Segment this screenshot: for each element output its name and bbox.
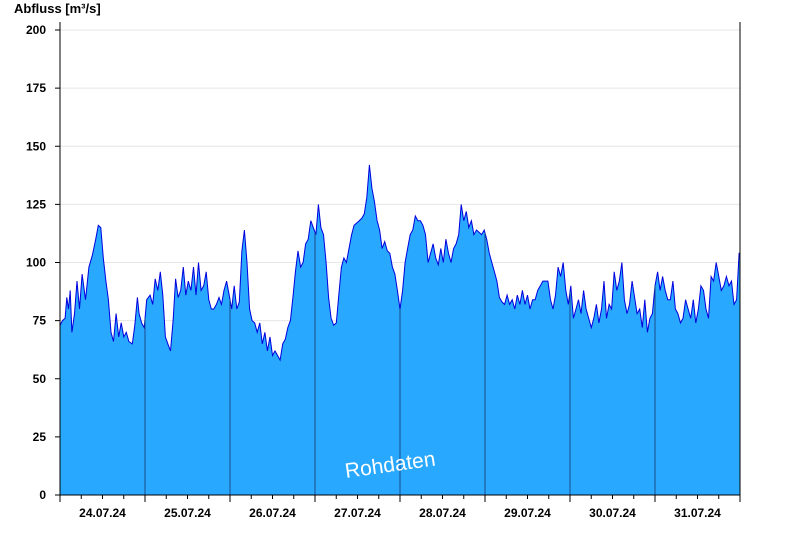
y-axis-label: Abfluss [m³/s]: [14, 1, 101, 16]
x-tick-label: 31.07.24: [674, 506, 721, 520]
y-tick-label: 75: [33, 314, 47, 328]
day-separators: [144, 232, 656, 495]
y-tick-label: 200: [26, 23, 46, 37]
x-tick-label: 27.07.24: [334, 506, 381, 520]
y-tick-label: 125: [26, 197, 46, 211]
x-tick-label: 26.07.24: [249, 506, 296, 520]
y-axis-ticks: 0 25 50 75 100 125 150 175 200: [26, 23, 60, 502]
x-tick-label: 28.07.24: [419, 506, 466, 520]
y-tick-label: 50: [33, 372, 47, 386]
series-line: [59, 164, 740, 362]
x-tick-label: 24.07.24: [79, 506, 126, 520]
x-axis-ticks: 24.07.24 25.07.24 26.07.24 27.07.24 28.07.24…: [59, 495, 741, 520]
y-tick-label: 0: [39, 488, 46, 502]
y-tick-label: 150: [26, 139, 46, 153]
x-tick-label: 25.07.24: [164, 506, 211, 520]
y-tick-label: 100: [26, 256, 46, 270]
x-tick-label: 29.07.24: [504, 506, 551, 520]
y-tick-label: 175: [26, 81, 46, 95]
y-tick-label: 25: [33, 430, 47, 444]
x-tick-label: 30.07.24: [589, 506, 636, 520]
